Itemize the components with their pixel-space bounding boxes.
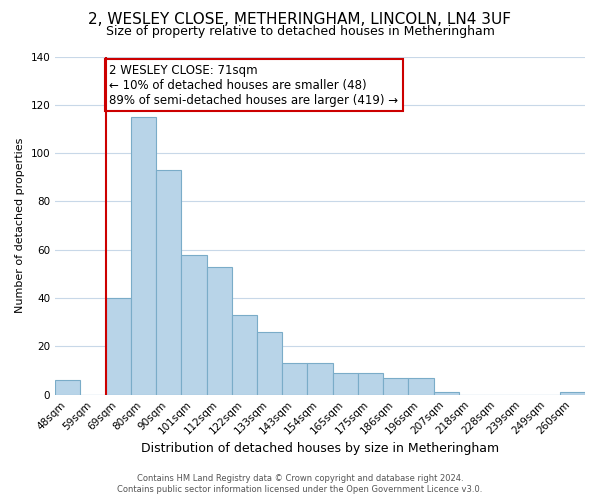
Bar xyxy=(156,170,181,394)
Text: Contains HM Land Registry data © Crown copyright and database right 2024.
Contai: Contains HM Land Registry data © Crown c… xyxy=(118,474,482,494)
Bar xyxy=(181,254,206,394)
Bar xyxy=(131,117,156,394)
Bar xyxy=(307,364,332,394)
Text: Size of property relative to detached houses in Metheringham: Size of property relative to detached ho… xyxy=(106,25,494,38)
Bar xyxy=(332,373,358,394)
Text: 2 WESLEY CLOSE: 71sqm
← 10% of detached houses are smaller (48)
89% of semi-deta: 2 WESLEY CLOSE: 71sqm ← 10% of detached … xyxy=(109,64,398,106)
Bar xyxy=(257,332,282,394)
Bar xyxy=(434,392,459,394)
Y-axis label: Number of detached properties: Number of detached properties xyxy=(15,138,25,314)
Bar xyxy=(206,266,232,394)
Text: 2, WESLEY CLOSE, METHERINGHAM, LINCOLN, LN4 3UF: 2, WESLEY CLOSE, METHERINGHAM, LINCOLN, … xyxy=(89,12,511,28)
Bar xyxy=(55,380,80,394)
Bar xyxy=(358,373,383,394)
Bar xyxy=(106,298,131,394)
Bar xyxy=(232,315,257,394)
Bar xyxy=(282,364,307,394)
X-axis label: Distribution of detached houses by size in Metheringham: Distribution of detached houses by size … xyxy=(141,442,499,455)
Bar xyxy=(409,378,434,394)
Bar xyxy=(560,392,585,394)
Bar xyxy=(383,378,409,394)
